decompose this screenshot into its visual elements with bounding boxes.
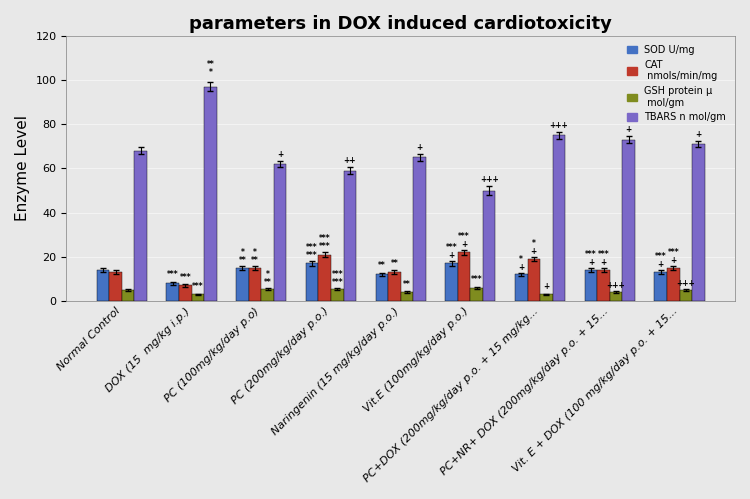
Bar (667, 268, 680, 301)
Text: **: ** (391, 259, 398, 268)
Bar (655, 272, 667, 301)
Text: *
**: * ** (238, 248, 246, 264)
Bar (597, 270, 610, 301)
Text: +: + (416, 143, 423, 152)
Bar (388, 272, 400, 301)
Bar (110, 272, 122, 301)
Bar (306, 263, 319, 301)
Bar (470, 288, 483, 301)
Legend: SOD U/mg, CAT
 nmols/min/mg, GSH protein μ
 mol/gm, TBARS n mol/gm: SOD U/mg, CAT nmols/min/mg, GSH protein … (623, 41, 730, 126)
Bar (204, 87, 217, 301)
Bar (331, 289, 344, 301)
Bar (134, 151, 147, 301)
Bar (553, 135, 566, 301)
Bar (236, 268, 249, 301)
Text: ***: *** (471, 275, 482, 284)
Text: ***
+: *** + (585, 250, 597, 267)
Text: ***
+: *** + (598, 250, 609, 267)
Bar (274, 164, 286, 301)
Bar (446, 263, 458, 301)
Text: +++: +++ (676, 279, 695, 288)
Text: **
*: ** * (206, 60, 214, 77)
Text: **: ** (378, 261, 386, 270)
Title: parameters in DOX induced cardiotoxicity: parameters in DOX induced cardiotoxicity (189, 15, 612, 33)
Bar (622, 140, 635, 301)
Text: +: + (543, 282, 550, 291)
Text: +++: +++ (480, 175, 499, 184)
Bar (261, 289, 274, 301)
Text: +: + (626, 125, 632, 134)
Bar (483, 191, 496, 301)
Text: ++: ++ (344, 156, 356, 165)
Text: ***
***: *** *** (319, 234, 331, 251)
Bar (191, 294, 204, 301)
Bar (680, 290, 692, 301)
Bar (540, 294, 553, 301)
Bar (527, 259, 540, 301)
Bar (610, 292, 622, 301)
Text: ***: *** (192, 282, 204, 291)
Text: ***
+: *** + (655, 252, 667, 269)
Bar (249, 268, 261, 301)
Bar (585, 270, 597, 301)
Text: ***
***: *** *** (332, 270, 343, 287)
Text: +++: +++ (607, 281, 625, 290)
Text: *
+: * + (531, 239, 537, 255)
Text: +: + (695, 130, 701, 139)
Text: ***: *** (167, 270, 178, 279)
Text: *
**: * ** (264, 270, 272, 287)
Text: ***
+: *** + (458, 232, 470, 249)
Text: ***: *** (179, 273, 191, 282)
Text: +: + (277, 150, 284, 159)
Bar (400, 292, 413, 301)
Bar (166, 283, 179, 301)
Bar (97, 270, 109, 301)
Bar (692, 144, 704, 301)
Bar (179, 285, 191, 301)
Bar (319, 254, 331, 301)
Text: ***
+: *** + (668, 248, 679, 265)
Bar (376, 274, 388, 301)
Text: ***
***: *** *** (306, 243, 318, 260)
Bar (344, 171, 356, 301)
Y-axis label: Enzyme Level: Enzyme Level (15, 115, 30, 222)
Bar (122, 290, 134, 301)
Bar (515, 274, 527, 301)
Text: *
+: * + (518, 254, 524, 271)
Text: *
**: * ** (251, 248, 259, 264)
Text: +++: +++ (550, 121, 568, 130)
Bar (413, 157, 426, 301)
Text: ***
+: *** + (446, 243, 458, 259)
Text: **: ** (403, 280, 411, 289)
Bar (458, 252, 470, 301)
